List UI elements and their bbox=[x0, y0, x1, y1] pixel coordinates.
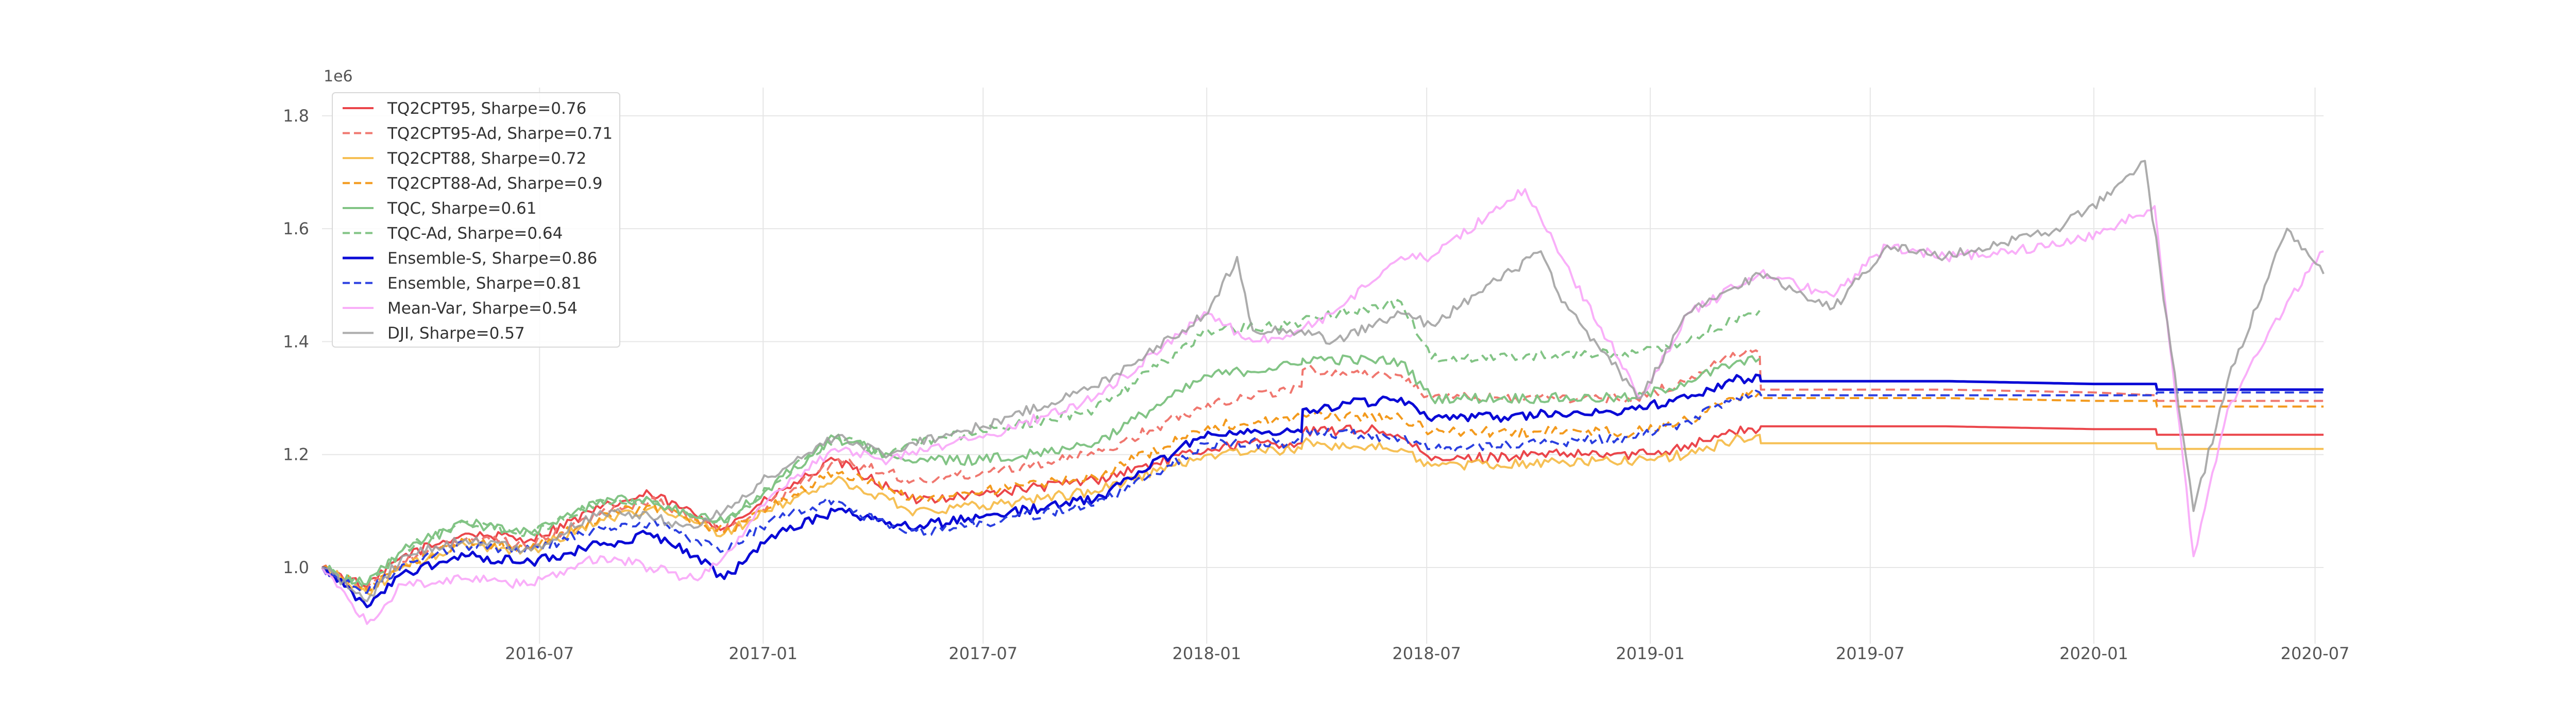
legend-label: TQ2CPT88-Ad, Sharpe=0.9 bbox=[387, 175, 602, 193]
x-tick-label: 2018-07 bbox=[1392, 644, 1461, 663]
legend-items: TQ2CPT95, Sharpe=0.76 TQ2CPT95-Ad, Sharpe… bbox=[343, 99, 613, 343]
x-tick-label: 2016-07 bbox=[505, 644, 574, 663]
series-line bbox=[321, 424, 2324, 589]
x-tick-label: 2017-07 bbox=[948, 644, 1018, 663]
series-line bbox=[321, 298, 1761, 589]
legend-label: DJI, Sharpe=0.57 bbox=[387, 324, 525, 343]
legend-label: Mean-Var, Sharpe=0.54 bbox=[387, 299, 578, 318]
legend-frame bbox=[332, 92, 620, 348]
series-line bbox=[321, 389, 2324, 592]
y-tick-label: 1.8 bbox=[283, 106, 309, 126]
series-lines bbox=[321, 160, 2325, 625]
series-line bbox=[321, 160, 2325, 602]
series-line bbox=[321, 347, 2324, 591]
x-tick-label: 2020-07 bbox=[2281, 644, 2350, 663]
y-tick-label: 1.2 bbox=[283, 445, 309, 464]
legend-label: TQC-Ad, Sharpe=0.64 bbox=[387, 225, 563, 243]
legend-label: TQ2CPT95-Ad, Sharpe=0.71 bbox=[387, 125, 613, 143]
legend-label: TQ2CPT88, Sharpe=0.72 bbox=[387, 149, 586, 168]
tick-labels: 1.0 1.2 1.4 1.6 1.8 2016-07 2017-01 2017-07 2018… bbox=[283, 106, 2349, 663]
legend: TQ2CPT95, Sharpe=0.76 TQ2CPT95-Ad, Sharpe… bbox=[332, 92, 620, 348]
y-axis-offset-label: 1e6 bbox=[324, 67, 353, 85]
x-tick-label: 2019-01 bbox=[1616, 644, 1685, 663]
y-tick-label: 1.0 bbox=[283, 558, 309, 577]
x-tick-label: 2018-01 bbox=[1172, 644, 1241, 663]
legend-label: Ensemble, Sharpe=0.81 bbox=[387, 274, 582, 293]
series-line bbox=[321, 373, 2324, 609]
legend-label: TQ2CPT95, Sharpe=0.76 bbox=[387, 99, 586, 118]
series-line bbox=[321, 389, 2324, 594]
legend-label: Ensemble-S, Sharpe=0.86 bbox=[387, 249, 597, 268]
x-tick-label: 2017-01 bbox=[728, 644, 798, 663]
series-line bbox=[321, 188, 2324, 625]
y-tick-label: 1.6 bbox=[283, 219, 309, 238]
x-tick-label: 2020-01 bbox=[2059, 644, 2128, 663]
y-tick-label: 1.4 bbox=[283, 332, 309, 351]
x-tick-label: 2019-07 bbox=[1836, 644, 1905, 663]
legend-label: TQC, Sharpe=0.61 bbox=[387, 199, 537, 218]
